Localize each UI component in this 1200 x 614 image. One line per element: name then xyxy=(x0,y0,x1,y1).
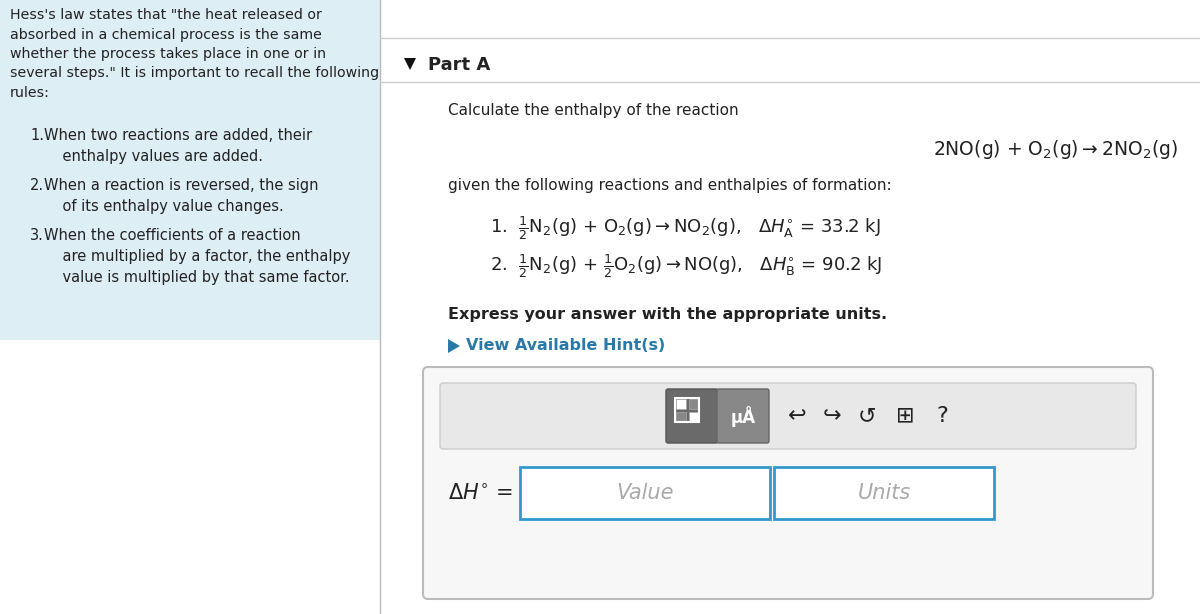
Bar xyxy=(689,412,698,422)
Bar xyxy=(0,0,380,340)
Text: ?: ? xyxy=(936,406,948,426)
Text: Units: Units xyxy=(857,483,911,503)
FancyBboxPatch shape xyxy=(424,367,1153,599)
FancyBboxPatch shape xyxy=(666,389,718,443)
Text: 2NO(g) + O$_2$(g)$\rightarrow$2NO$_2$(g): 2NO(g) + O$_2$(g)$\rightarrow$2NO$_2$(g) xyxy=(934,138,1178,161)
Bar xyxy=(689,399,698,409)
Bar xyxy=(774,467,994,519)
Polygon shape xyxy=(404,58,416,70)
Text: ↪: ↪ xyxy=(823,406,841,426)
Bar xyxy=(674,398,698,422)
Text: 2.  $\frac{1}{2}$N$_2$(g) + $\frac{1}{2}$O$_2$(g)$\rightarrow$NO(g),   $\Delta H: 2. $\frac{1}{2}$N$_2$(g) + $\frac{1}{2}$… xyxy=(490,252,882,280)
Polygon shape xyxy=(448,339,460,353)
Text: 3.: 3. xyxy=(30,228,44,243)
Text: ↺: ↺ xyxy=(858,406,876,426)
Text: given the following reactions and enthalpies of formation:: given the following reactions and enthal… xyxy=(448,178,892,193)
Text: 1.  $\frac{1}{2}$N$_2$(g) + O$_2$(g)$\rightarrow$NO$_2$(g),   $\Delta H^{\circ}_: 1. $\frac{1}{2}$N$_2$(g) + O$_2$(g)$\rig… xyxy=(490,214,881,242)
Text: When two reactions are added, their
    enthalpy values are added.: When two reactions are added, their enth… xyxy=(44,128,312,164)
Text: View Available Hint(s): View Available Hint(s) xyxy=(466,338,665,353)
Text: $\Delta H^{\circ}$ =: $\Delta H^{\circ}$ = xyxy=(448,483,514,503)
Text: When a reaction is reversed, the sign
    of its enthalpy value changes.: When a reaction is reversed, the sign of… xyxy=(44,178,318,214)
Bar xyxy=(676,412,686,422)
FancyBboxPatch shape xyxy=(440,383,1136,449)
Text: Value: Value xyxy=(617,483,673,503)
Text: 2.: 2. xyxy=(30,178,44,193)
Text: When the coefficients of a reaction
    are multiplied by a factor, the enthalpy: When the coefficients of a reaction are … xyxy=(44,228,350,285)
Text: ⊞: ⊞ xyxy=(895,406,914,426)
Text: Hess's law states that "the heat released or
absorbed in a chemical process is t: Hess's law states that "the heat release… xyxy=(10,8,379,100)
Text: μÅ: μÅ xyxy=(731,406,756,427)
Bar xyxy=(676,399,686,409)
FancyBboxPatch shape xyxy=(718,389,769,443)
Text: Part A: Part A xyxy=(428,56,491,74)
Text: 1.: 1. xyxy=(30,128,44,143)
Text: ↩: ↩ xyxy=(787,406,806,426)
Bar xyxy=(520,467,770,519)
Text: Calculate the enthalpy of the reaction: Calculate the enthalpy of the reaction xyxy=(448,103,739,118)
Text: Express your answer with the appropriate units.: Express your answer with the appropriate… xyxy=(448,307,887,322)
